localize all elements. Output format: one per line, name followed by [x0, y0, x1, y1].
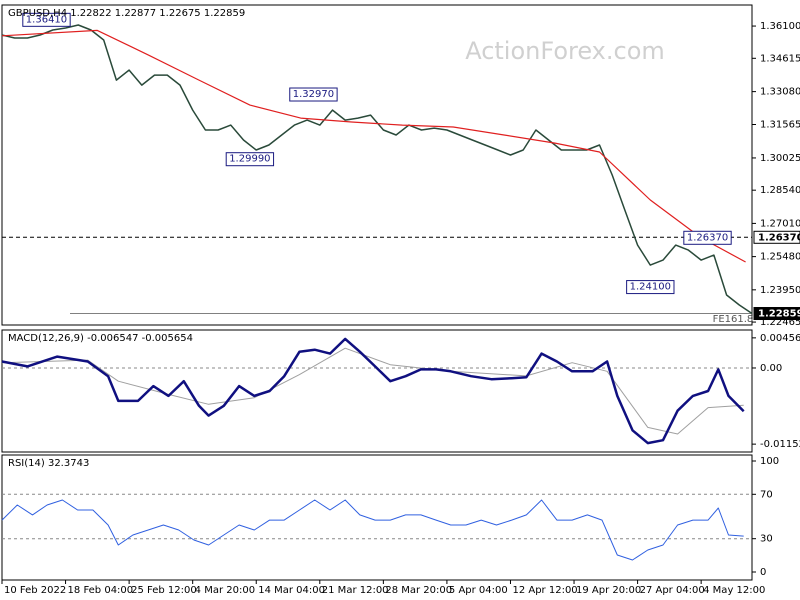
reference-label-box — [753, 307, 800, 321]
reference-label: 1.22859 — [753, 307, 800, 321]
y-tick-label: 100 — [760, 456, 779, 467]
series-line — [1, 337, 745, 445]
y-tick-label: 1.30025 — [760, 153, 800, 164]
x-tick-label: 5 Apr 04:00 — [449, 585, 508, 596]
annotation: 1.36410 — [22, 12, 71, 27]
series-line — [1, 24, 753, 315]
annotation-label: 1.26370 — [687, 232, 728, 243]
y-tick-label: 1.23950 — [760, 285, 800, 296]
x-tick-label: 10 Feb 2022 — [4, 585, 66, 596]
annotation-box — [626, 280, 675, 295]
y-tick-label: 70 — [760, 489, 773, 500]
annotation-box — [289, 87, 338, 102]
y-tick-label: -0.011529 — [760, 439, 800, 450]
annotation-box — [683, 230, 732, 245]
series-line — [1, 499, 744, 561]
annotation-label: 1.32970 — [293, 89, 334, 100]
reference-label-text: 1.26370 — [758, 232, 800, 243]
watermark: ActionForex.com — [465, 37, 665, 65]
panel-frame — [1, 454, 753, 581]
panel-title: GBPUSD,H4 1.22822 1.22877 1.22675 1.2285… — [8, 8, 245, 19]
y-tick-label: 1.33080 — [760, 87, 800, 98]
panel-title: MACD(12,26,9) -0.006547 -0.005654 — [8, 333, 193, 344]
y-tick-label: 1.27010 — [760, 218, 800, 229]
x-tick-label: 28 Mar 20:00 — [385, 585, 452, 596]
x-tick-label: 12 Apr 12:00 — [512, 585, 577, 596]
annotation-label: FE161.8 — [713, 314, 754, 325]
reference-label-box — [753, 230, 800, 244]
y-tick-label: 1.36100 — [760, 21, 800, 32]
x-tick-label: 19 Apr 20:00 — [576, 585, 641, 596]
y-tick-label: 0.00 — [760, 363, 782, 374]
x-tick-label: 4 May 12:00 — [703, 585, 765, 596]
x-tick-label: 25 Feb 12:00 — [131, 585, 197, 596]
x-tick-label: 18 Feb 04:00 — [68, 585, 134, 596]
annotation: 1.29990 — [225, 152, 275, 167]
reference-label-text: 1.22859 — [758, 309, 800, 320]
series-line — [1, 347, 744, 435]
annotation-label: 1.36410 — [26, 14, 67, 25]
y-tick-label: 1.28540 — [760, 185, 800, 196]
x-tick-label: 27 Apr 04:00 — [640, 585, 705, 596]
annotation-box — [225, 152, 275, 167]
annotation-box — [22, 12, 71, 27]
annotation-label: 1.29990 — [229, 154, 270, 165]
annotation: FE161.8 — [713, 314, 754, 325]
panel-frame — [1, 329, 753, 453]
annotation: 1.32970 — [289, 87, 338, 102]
x-tick-label: 4 Mar 20:00 — [195, 585, 255, 596]
reference-label: 1.26370 — [753, 230, 800, 244]
x-tick-label: 21 Mar 12:00 — [322, 585, 389, 596]
panel-title: RSI(14) 32.3743 — [8, 458, 89, 469]
y-tick-label: 1.31565 — [760, 120, 800, 131]
series-line — [1, 29, 746, 263]
y-tick-label: 30 — [760, 534, 773, 545]
panel-frame — [1, 4, 753, 326]
y-tick-label: 1.25480 — [760, 252, 800, 263]
y-tick-label: 0.00456 — [760, 333, 800, 344]
annotation: 1.26370 — [683, 230, 732, 245]
annotation-label: 1.24100 — [630, 282, 671, 293]
y-tick-label: 0 — [760, 567, 766, 578]
y-tick-label: 1.34615 — [760, 53, 800, 64]
annotation: 1.24100 — [626, 280, 675, 295]
x-tick-label: 14 Mar 04:00 — [258, 585, 325, 596]
y-tick-label: 1.22465 — [760, 317, 800, 328]
